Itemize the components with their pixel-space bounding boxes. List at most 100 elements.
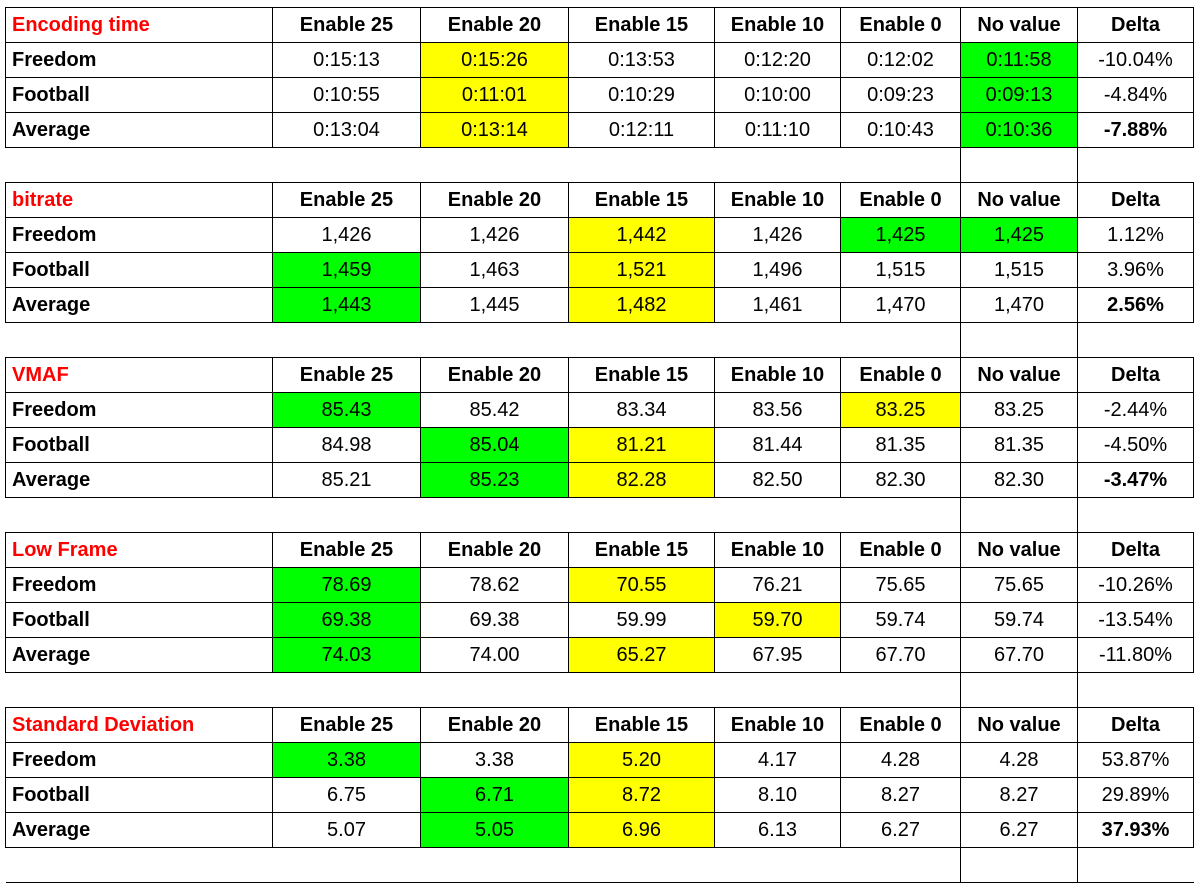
spacer-cell: [840, 147, 961, 183]
value-cell: 82.50: [714, 462, 841, 498]
value-cell: 4.28: [960, 742, 1078, 778]
value-cell: 1,470: [840, 287, 961, 323]
column-header: No value: [960, 357, 1078, 393]
spacer-cell: [714, 847, 841, 883]
column-header: Delta: [1077, 182, 1194, 218]
column-header: Enable 20: [420, 707, 569, 743]
value-cell: 0:09:23: [840, 77, 961, 113]
value-cell: 78.69: [272, 567, 421, 603]
table-row: Freedom 0:15:13 0:15:26 0:13:53 0:12:20 0:12:…: [5, 42, 1194, 78]
column-header: Enable 15: [568, 182, 715, 218]
delta-cell: -4.84%: [1077, 77, 1194, 113]
value-cell: 1,443: [272, 287, 421, 323]
column-header: Enable 15: [568, 7, 715, 43]
value-cell: 85.23: [420, 462, 569, 498]
column-header: Enable 0: [840, 7, 961, 43]
spacer-cell: [568, 847, 715, 883]
value-cell: 0:13:14: [420, 112, 569, 148]
value-cell: 85.21: [272, 462, 421, 498]
value-cell: 0:10:43: [840, 112, 961, 148]
row-label: Freedom: [5, 392, 273, 428]
column-header: Delta: [1077, 707, 1194, 743]
spacer-cell: [420, 322, 569, 358]
value-cell: 82.28: [568, 462, 715, 498]
column-header: Enable 15: [568, 707, 715, 743]
value-cell: 81.44: [714, 427, 841, 463]
value-cell: 74.03: [272, 637, 421, 673]
spacer-cell: [5, 672, 273, 708]
delta-cell: 1.12%: [1077, 217, 1194, 253]
section-header-row: Low Frame Enable 25 Enable 20 Enable 15 Enab…: [5, 532, 1194, 568]
delta-cell: -4.50%: [1077, 427, 1194, 463]
spreadsheet: Encoding time Enable 25 Enable 20 Enable 15…: [5, 7, 1194, 883]
column-header: Delta: [1077, 7, 1194, 43]
value-cell: 6.96: [568, 812, 715, 848]
value-cell: 1,445: [420, 287, 569, 323]
value-cell: 6.13: [714, 812, 841, 848]
spacer-cell: [272, 497, 421, 533]
value-cell: 8.27: [960, 777, 1078, 813]
value-cell: 1,442: [568, 217, 715, 253]
column-header: Enable 25: [272, 182, 421, 218]
spacer-cell: [1077, 847, 1194, 883]
value-cell: 81.35: [960, 427, 1078, 463]
value-cell: 75.65: [960, 567, 1078, 603]
value-cell: 1,496: [714, 252, 841, 288]
spacer-cell: [5, 322, 273, 358]
column-header: Enable 25: [272, 532, 421, 568]
value-cell: 59.99: [568, 602, 715, 638]
value-cell: 75.65: [840, 567, 961, 603]
value-cell: 85.42: [420, 392, 569, 428]
spacer-cell: [5, 147, 273, 183]
value-cell: 0:10:36: [960, 112, 1078, 148]
value-cell: 84.98: [272, 427, 421, 463]
spacer-cell: [840, 847, 961, 883]
section-header-row: VMAF Enable 25 Enable 20 Enable 15 Enable 10…: [5, 357, 1194, 393]
value-cell: 81.21: [568, 427, 715, 463]
spacer-cell: [272, 672, 421, 708]
section-title: VMAF: [5, 357, 273, 393]
value-cell: 83.25: [840, 392, 961, 428]
value-cell: 67.95: [714, 637, 841, 673]
value-cell: 1,426: [714, 217, 841, 253]
value-cell: 6.71: [420, 777, 569, 813]
value-cell: 78.62: [420, 567, 569, 603]
column-header: Delta: [1077, 532, 1194, 568]
value-cell: 1,425: [840, 217, 961, 253]
section-title: bitrate: [5, 182, 273, 218]
value-cell: 0:10:00: [714, 77, 841, 113]
spacer-cell: [420, 672, 569, 708]
row-label: Average: [5, 287, 273, 323]
section-title: Low Frame: [5, 532, 273, 568]
column-header: Enable 20: [420, 532, 569, 568]
section-title: Standard Deviation: [5, 707, 273, 743]
column-header: Enable 20: [420, 357, 569, 393]
column-header: Enable 25: [272, 7, 421, 43]
column-header: Enable 10: [714, 707, 841, 743]
value-cell: 0:15:26: [420, 42, 569, 78]
value-cell: 82.30: [960, 462, 1078, 498]
value-cell: 8.27: [840, 777, 961, 813]
value-cell: 8.10: [714, 777, 841, 813]
value-cell: 0:12:02: [840, 42, 961, 78]
value-cell: 6.75: [272, 777, 421, 813]
spacer-cell: [840, 322, 961, 358]
delta-cell: 53.87%: [1077, 742, 1194, 778]
spacer-cell: [840, 672, 961, 708]
column-header: Enable 0: [840, 182, 961, 218]
spacer-cell: [420, 847, 569, 883]
delta-cell: 29.89%: [1077, 777, 1194, 813]
value-cell: 1,426: [272, 217, 421, 253]
column-header: Enable 25: [272, 707, 421, 743]
row-label: Football: [5, 777, 273, 813]
value-cell: 1,459: [272, 252, 421, 288]
value-cell: 3.38: [420, 742, 569, 778]
spacer-cell: [960, 147, 1078, 183]
spacer-cell: [272, 847, 421, 883]
value-cell: 69.38: [272, 602, 421, 638]
value-cell: 1,470: [960, 287, 1078, 323]
column-header: No value: [960, 7, 1078, 43]
spacer-cell: [960, 672, 1078, 708]
delta-cell: -7.88%: [1077, 112, 1194, 148]
delta-cell: 37.93%: [1077, 812, 1194, 848]
